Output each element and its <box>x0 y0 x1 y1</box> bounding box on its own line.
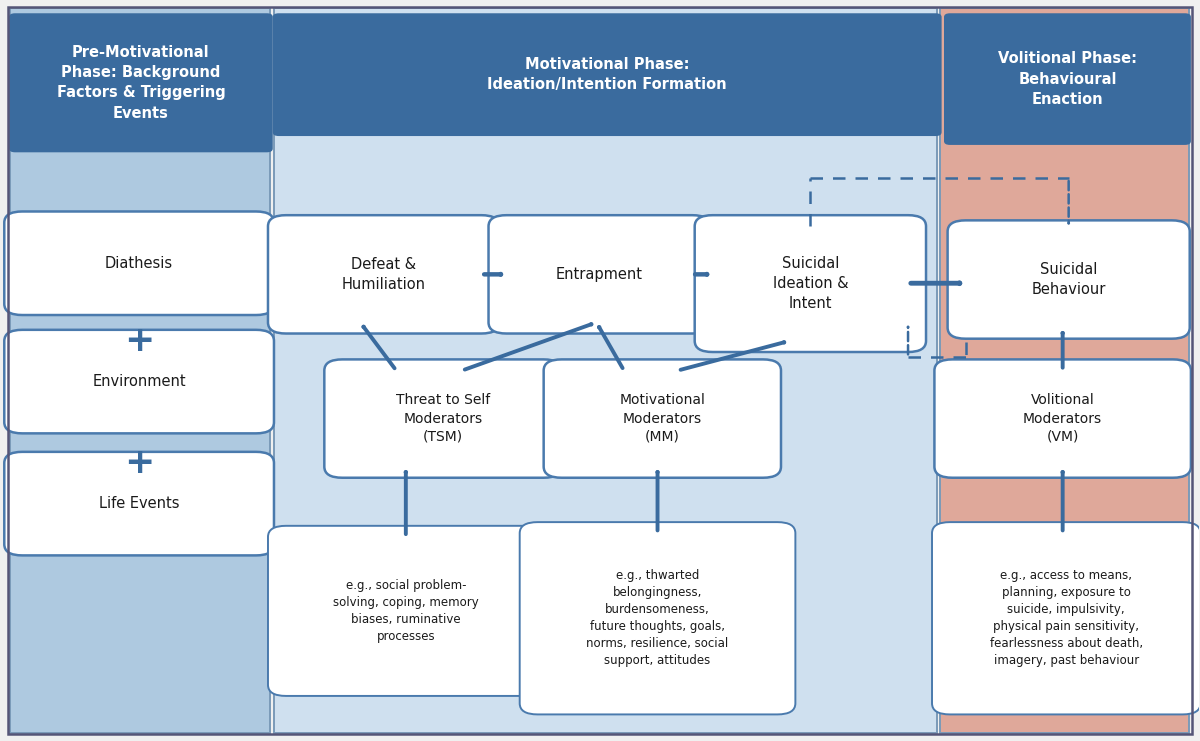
FancyBboxPatch shape <box>932 522 1200 714</box>
Text: Suicidal
Behaviour: Suicidal Behaviour <box>1032 262 1106 297</box>
Text: +: + <box>124 446 155 480</box>
Text: e.g., access to means,
planning, exposure to
suicide, impulsivity,
physical pain: e.g., access to means, planning, exposur… <box>990 569 1142 667</box>
FancyBboxPatch shape <box>274 8 937 733</box>
FancyBboxPatch shape <box>268 526 544 696</box>
FancyBboxPatch shape <box>941 8 1188 733</box>
Text: Motivational Phase:
Ideation/Intention Formation: Motivational Phase: Ideation/Intention F… <box>487 57 727 93</box>
Text: Environment: Environment <box>92 374 186 389</box>
Text: Pre-Motivational
Phase: Background
Factors & Triggering
Events: Pre-Motivational Phase: Background Facto… <box>56 44 226 121</box>
FancyBboxPatch shape <box>324 359 562 478</box>
FancyBboxPatch shape <box>520 522 796 714</box>
Text: Life Events: Life Events <box>98 496 179 511</box>
FancyBboxPatch shape <box>544 359 781 478</box>
FancyBboxPatch shape <box>5 452 274 556</box>
FancyBboxPatch shape <box>488 215 710 333</box>
Text: +: + <box>124 324 155 358</box>
FancyBboxPatch shape <box>944 13 1190 145</box>
Text: Defeat &
Humiliation: Defeat & Humiliation <box>342 257 426 292</box>
FancyBboxPatch shape <box>10 13 272 153</box>
FancyBboxPatch shape <box>5 211 274 315</box>
Text: Motivational
Moderators
(MM): Motivational Moderators (MM) <box>619 393 706 444</box>
Text: e.g., thwarted
belongingness,
burdensomeness,
future thoughts, goals,
norms, res: e.g., thwarted belongingness, burdensome… <box>587 569 728 667</box>
FancyBboxPatch shape <box>272 13 942 136</box>
Text: e.g., social problem-
solving, coping, memory
biases, ruminative
processes: e.g., social problem- solving, coping, m… <box>332 579 479 643</box>
FancyBboxPatch shape <box>5 330 274 433</box>
Text: Diathesis: Diathesis <box>106 256 173 270</box>
Text: Volitional
Moderators
(VM): Volitional Moderators (VM) <box>1024 393 1103 444</box>
Text: Volitional Phase:
Behavioural
Enaction: Volitional Phase: Behavioural Enaction <box>998 51 1136 107</box>
FancyBboxPatch shape <box>935 359 1190 478</box>
Text: Entrapment: Entrapment <box>556 267 643 282</box>
Text: Suicidal
Ideation &
Intent: Suicidal Ideation & Intent <box>773 256 848 311</box>
FancyBboxPatch shape <box>11 8 270 733</box>
Text: Threat to Self
Moderators
(TSM): Threat to Self Moderators (TSM) <box>396 393 490 444</box>
FancyBboxPatch shape <box>268 215 499 333</box>
FancyBboxPatch shape <box>695 215 926 352</box>
FancyBboxPatch shape <box>948 220 1189 339</box>
